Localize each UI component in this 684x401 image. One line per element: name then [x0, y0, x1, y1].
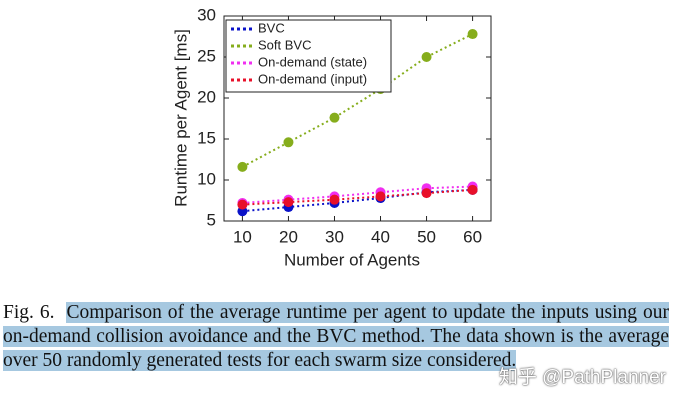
x-tick-label: 60 — [463, 227, 482, 246]
data-point — [467, 184, 478, 195]
data-point — [375, 191, 386, 202]
caption-text: Comparison of the average runtime per ag… — [3, 302, 670, 371]
x-tick-label: 20 — [279, 227, 298, 246]
series-line — [242, 188, 473, 213]
caption-label: Fig. 6. — [3, 302, 55, 323]
legend-label: On-demand (input) — [258, 71, 367, 86]
series-line — [241, 33, 474, 168]
data-point — [237, 161, 248, 172]
legend-label: BVC — [258, 20, 285, 35]
legend-label: On-demand (state) — [258, 54, 367, 69]
y-tick-label: 20 — [197, 87, 216, 106]
x-tick-label: 50 — [417, 227, 436, 246]
legend-label: Soft BVC — [258, 37, 311, 52]
data-point — [329, 112, 340, 123]
data-point — [283, 197, 294, 208]
y-tick-label: 5 — [207, 210, 216, 229]
series-line — [242, 188, 473, 206]
caption: Fig. 6. Comparison of the average runtim… — [3, 301, 670, 373]
series-line — [242, 185, 473, 204]
y-axis-label: Runtime per Agent [ms] — [171, 29, 190, 207]
data-point — [283, 137, 294, 148]
plot-frame — [223, 15, 492, 222]
data-point — [467, 29, 478, 40]
x-tick-label: 40 — [371, 227, 390, 246]
x-tick-label: 10 — [233, 227, 252, 246]
y-tick-label: 25 — [197, 46, 216, 65]
y-tick-label: 30 — [197, 5, 216, 24]
watermark: 知乎 @PathPlanner — [498, 367, 666, 388]
data-point — [421, 52, 432, 62]
data-point — [237, 199, 248, 210]
chart: Number of Agents Runtime per Agent [ms] … — [171, 5, 492, 269]
x-tick-label: 30 — [325, 227, 344, 246]
y-tick-label: 10 — [197, 169, 216, 188]
data-point — [329, 194, 340, 205]
data-point — [421, 188, 432, 199]
x-axis-label: Number of Agents — [284, 250, 420, 269]
y-tick-label: 15 — [197, 128, 216, 147]
legend-box — [225, 19, 392, 93]
